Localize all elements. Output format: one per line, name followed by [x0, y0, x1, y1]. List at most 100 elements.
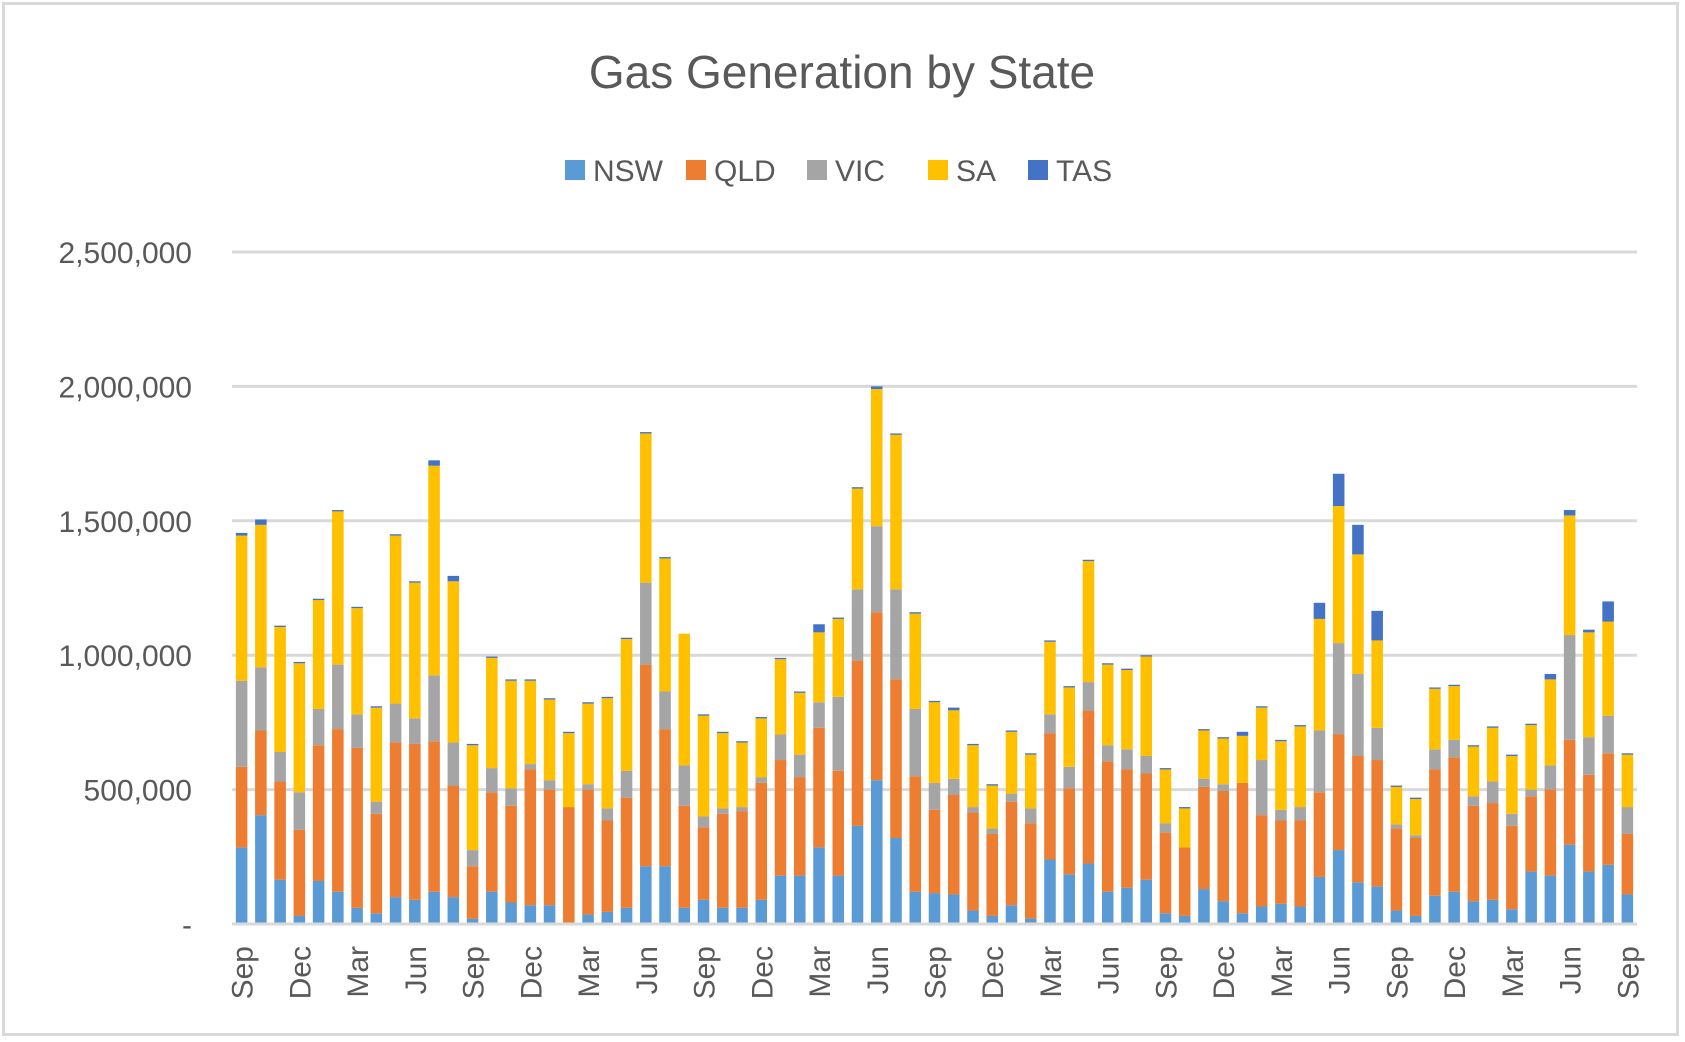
bar-segment-sa: [543, 699, 556, 781]
x-tick-label: Sep: [689, 946, 722, 999]
bar-segment-qld: [1332, 734, 1345, 851]
bar-segment-sa: [1429, 688, 1441, 750]
bar-segment-vic: [1198, 778, 1210, 787]
bar-segment-tas: [255, 519, 267, 525]
bar-segment-tas: [1198, 729, 1210, 731]
bar-segment-tas: [1352, 524, 1364, 555]
bar-segment-nsw: [312, 880, 325, 924]
bar-segment-nsw: [1525, 871, 1537, 924]
bar-segment-tas: [312, 598, 325, 601]
bar-segment-vic: [1332, 643, 1345, 735]
bar-segment-tas: [409, 581, 421, 583]
bar-segment-nsw: [794, 875, 806, 924]
bar-segment-sa: [255, 524, 267, 668]
bar-segment-qld: [870, 612, 883, 781]
bar-segment-vic: [1159, 823, 1172, 833]
bar-segment-sa: [1140, 656, 1152, 756]
x-tick-label: Mar: [1266, 946, 1299, 998]
bar-segment-sa: [1486, 727, 1499, 782]
bar-segment-qld: [1352, 756, 1364, 883]
bar-segment-qld: [505, 805, 517, 903]
bar-segment-tas: [813, 624, 825, 633]
bar-segment-nsw: [967, 910, 979, 924]
bar-segment-tas: [832, 617, 845, 619]
bar-segment-qld: [659, 729, 671, 867]
bar-segment-vic: [755, 777, 768, 783]
bar-segment-sa: [1236, 735, 1249, 783]
x-tick-label: Jun: [1324, 946, 1357, 994]
bar-segment-sa: [1525, 725, 1537, 790]
bar-segment-sa: [1563, 515, 1576, 636]
bar-segment-vic: [1371, 727, 1383, 761]
x-tick-label: Sep: [920, 946, 953, 999]
bar-segment-sa: [832, 618, 845, 697]
bar-segment-vic: [1390, 824, 1403, 829]
bar-segment-vic: [1621, 807, 1634, 834]
bar-segment-qld: [370, 813, 383, 914]
bar-segment-tas: [505, 679, 517, 681]
bar-segment-nsw: [1198, 889, 1210, 924]
bar-segment-qld: [1198, 786, 1210, 890]
bar-segment-qld: [466, 866, 479, 919]
legend-swatch-nsw: [565, 160, 585, 180]
bar-segment-qld: [524, 769, 537, 906]
bar-segment-sa: [851, 488, 864, 590]
bar-segment-nsw: [620, 907, 633, 924]
legend-swatch-vic: [807, 160, 827, 180]
bar-segment-sa: [1448, 686, 1460, 740]
bar-segment-sa: [1371, 640, 1383, 728]
bar-segment-vic: [1429, 749, 1441, 770]
bar-segment-qld: [1467, 805, 1480, 902]
bar-segment-sa: [1101, 664, 1114, 746]
bar-segment-sa: [1544, 679, 1557, 766]
x-tick-label: Sep: [458, 946, 491, 999]
bar-segment-nsw: [1121, 887, 1133, 924]
bar-segment-vic: [447, 742, 460, 786]
bar-segment-qld: [409, 743, 421, 900]
x-tick-label: Mar: [573, 946, 606, 998]
y-axis-tick-labels: - 500,000 1,000,000 1,500,000 2,000,000 2,500…: [59, 237, 192, 942]
bar-segment-vic: [274, 751, 286, 782]
x-tick-label: Mar: [342, 946, 375, 998]
bar-segment-tas: [1429, 687, 1441, 689]
bar-segment-tas: [774, 657, 787, 660]
bar-segment-tas: [1140, 655, 1152, 657]
bar-segment-sa: [466, 745, 479, 851]
bar-segment-sa: [1409, 799, 1422, 836]
bar-segment-vic: [1005, 793, 1018, 802]
bar-segment-nsw: [1409, 915, 1422, 924]
bar-segment-sa: [1005, 731, 1018, 794]
bar-segment-tas: [332, 510, 344, 512]
bar-segment-qld: [1275, 820, 1287, 904]
bar-segment-nsw: [640, 866, 652, 924]
bar-segment-nsw: [736, 907, 748, 924]
bar-segment-nsw: [890, 837, 902, 924]
bar-segment-tas: [1390, 785, 1403, 787]
bar-segment-qld: [620, 797, 633, 908]
x-tick-label: Sep: [1381, 946, 1414, 999]
bar-segment-qld: [1371, 760, 1383, 887]
bar-segment-nsw: [1024, 918, 1037, 924]
bar-segment-tas: [1563, 510, 1576, 516]
bar-segment-tas: [1602, 601, 1614, 622]
bar-segment-vic: [1294, 807, 1306, 821]
bar-segment-tas: [967, 743, 979, 746]
x-tick-label: Dec: [1208, 946, 1241, 999]
bar-segment-qld: [312, 745, 325, 881]
x-tick-label: Dec: [284, 946, 317, 999]
bar-segment-tas: [1294, 725, 1306, 727]
bar-segment-sa: [1082, 561, 1095, 683]
bar-segment-nsw: [1236, 913, 1249, 924]
bar-segment-vic: [1602, 715, 1614, 754]
bar-segment-nsw: [1313, 876, 1326, 924]
bar-segment-sa: [717, 733, 729, 809]
bar-segment-qld: [1159, 832, 1172, 914]
bar-segment-qld: [909, 776, 922, 892]
bar-segment-vic: [1217, 784, 1229, 791]
bar-segment-nsw: [947, 894, 960, 924]
bar-segment-vic: [1024, 808, 1037, 824]
bar-segment-qld: [928, 809, 941, 894]
bar-segment-tas: [986, 784, 999, 786]
bar-segment-tas: [1371, 610, 1383, 641]
bar-segment-nsw: [832, 875, 845, 924]
